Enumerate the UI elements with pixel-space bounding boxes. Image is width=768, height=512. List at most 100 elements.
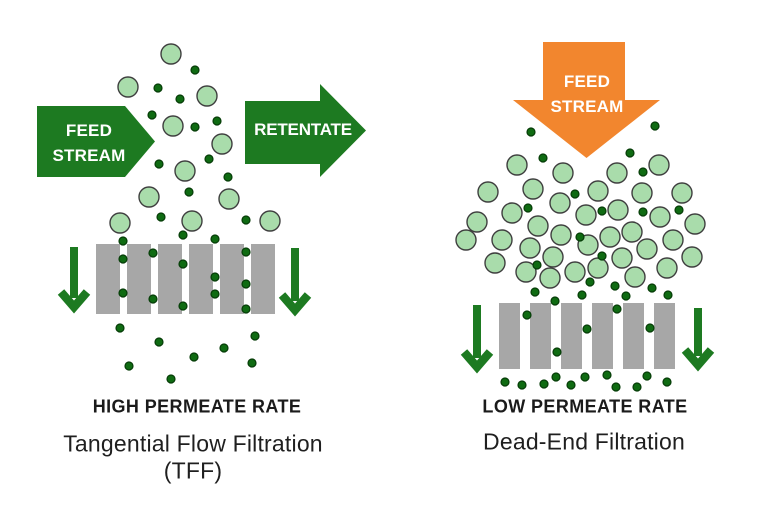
tff-caption-line2: (TFF) xyxy=(163,457,223,484)
permeate-particle xyxy=(241,279,251,289)
permeate-particle xyxy=(118,236,128,246)
permeate-particle xyxy=(166,374,176,384)
membrane-bar xyxy=(530,303,551,369)
permeate-particle xyxy=(189,352,199,362)
retained-particle xyxy=(564,261,586,283)
permeate-flow-arrowhead xyxy=(681,347,715,372)
membrane-bar xyxy=(251,244,275,314)
membrane-bar xyxy=(189,244,213,314)
retained-particle xyxy=(606,162,628,184)
permeate-particle xyxy=(674,205,684,215)
retained-particle xyxy=(138,186,160,208)
membrane-bar xyxy=(220,244,244,314)
retained-particle xyxy=(455,229,477,251)
permeate-particle xyxy=(500,377,510,387)
retained-particle xyxy=(491,229,513,251)
permeate-particle xyxy=(621,291,631,301)
permeate-particle xyxy=(538,153,548,163)
permeate-particle xyxy=(577,290,587,300)
retained-particle xyxy=(117,76,139,98)
retained-particle xyxy=(466,211,488,233)
permeate-particle xyxy=(638,167,648,177)
membrane-bar xyxy=(158,244,182,314)
permeate-particle xyxy=(552,347,562,357)
retained-particle xyxy=(527,215,549,237)
feed-stream-label-line1: FEED xyxy=(563,72,611,91)
permeate-particle xyxy=(597,251,607,261)
retentate-label: RETENTATE xyxy=(254,120,352,139)
permeate-particle xyxy=(115,323,125,333)
permeate-particle xyxy=(638,207,648,217)
high-permeate-rate-label: HIGH PERMEATE RATE xyxy=(92,396,302,417)
permeate-particle xyxy=(662,377,672,387)
retained-particle xyxy=(621,221,643,243)
permeate-particle xyxy=(223,172,233,182)
retained-particle xyxy=(599,226,621,248)
feed-stream-label-left: FEED STREAM xyxy=(53,118,126,168)
permeate-particle xyxy=(153,83,163,93)
retained-particle xyxy=(484,252,506,274)
permeate-particle xyxy=(522,310,532,320)
permeate-particle xyxy=(154,159,164,169)
retained-particle xyxy=(162,115,184,137)
retained-particle xyxy=(684,213,706,235)
retained-particle xyxy=(539,267,561,289)
retained-particle xyxy=(542,246,564,268)
membrane-bar xyxy=(127,244,151,314)
retained-particle xyxy=(519,237,541,259)
permeate-particle xyxy=(147,110,157,120)
permeate-particle xyxy=(210,234,220,244)
permeate-particle xyxy=(178,230,188,240)
membrane-bar xyxy=(499,303,520,369)
permeate-particle xyxy=(154,337,164,347)
feed-stream-label-line2: STREAM xyxy=(550,97,624,116)
permeate-particle xyxy=(650,121,660,131)
permeate-particle xyxy=(610,281,620,291)
retained-particle xyxy=(552,162,574,184)
permeate-particle xyxy=(532,260,542,270)
tff-caption-line1: Tangential Flow Filtration xyxy=(63,430,323,457)
permeate-particle xyxy=(642,371,652,381)
dead-end-caption: Dead-End Filtration xyxy=(483,428,685,455)
permeate-particle xyxy=(124,361,134,371)
permeate-particle xyxy=(632,382,642,392)
permeate-particle xyxy=(530,287,540,297)
permeate-particle xyxy=(247,358,257,368)
permeate-particle xyxy=(219,343,229,353)
retained-particle xyxy=(611,247,633,269)
retained-particle xyxy=(549,192,571,214)
permeate-particle xyxy=(526,127,536,137)
permeate-particle xyxy=(250,331,260,341)
permeate-particle xyxy=(645,323,655,333)
retained-particle xyxy=(181,210,203,232)
permeate-particle xyxy=(550,296,560,306)
permeate-particle xyxy=(204,154,214,164)
retained-particle xyxy=(631,182,653,204)
permeate-particle xyxy=(539,379,549,389)
permeate-particle xyxy=(566,380,576,390)
retained-particle xyxy=(109,212,131,234)
permeate-particle xyxy=(602,370,612,380)
permeate-particle xyxy=(178,301,188,311)
retained-particle xyxy=(575,204,597,226)
retained-particle xyxy=(211,133,233,155)
permeate-particle xyxy=(551,372,561,382)
permeate-particle xyxy=(118,288,128,298)
retained-particle xyxy=(160,43,182,65)
feed-stream-arrow-right xyxy=(513,42,660,158)
retained-particle xyxy=(636,238,658,260)
retained-particle xyxy=(649,206,671,228)
permeate-particle xyxy=(612,304,622,314)
retained-particle xyxy=(515,261,537,283)
permeate-particle xyxy=(241,304,251,314)
permeate-particle xyxy=(156,212,166,222)
permeate-particle xyxy=(178,259,188,269)
permeate-particle xyxy=(523,203,533,213)
permeate-particle xyxy=(647,283,657,293)
retained-particle xyxy=(624,266,646,288)
retained-particle xyxy=(522,178,544,200)
retained-particle xyxy=(506,154,528,176)
retained-particle xyxy=(477,181,499,203)
retained-particle xyxy=(681,246,703,268)
